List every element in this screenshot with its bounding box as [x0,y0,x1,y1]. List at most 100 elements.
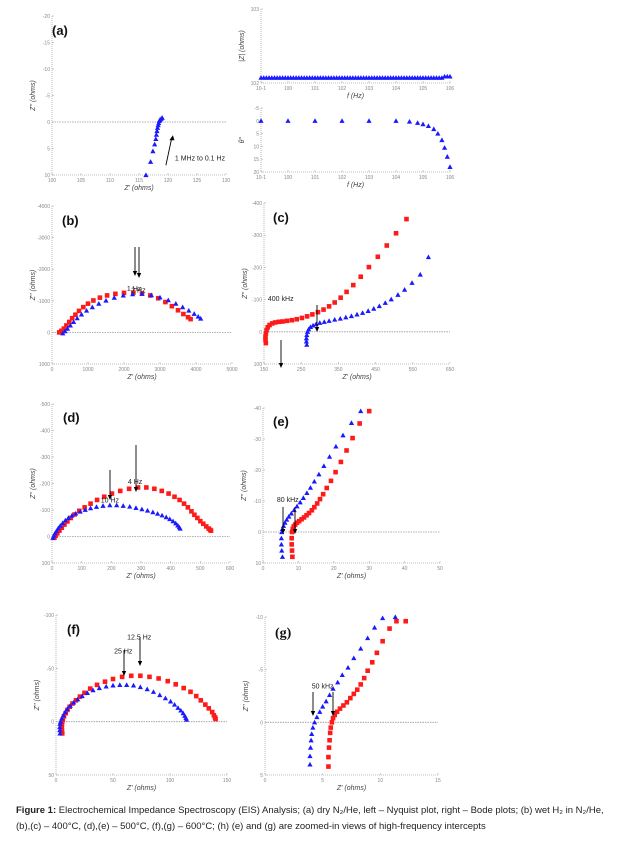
panel-label: (d) [63,410,80,425]
data-point [366,264,372,270]
x-tick-label: 300 [137,566,146,572]
y-tick-label: -2000 [37,267,50,273]
data-point [67,322,73,328]
data-point [69,512,75,518]
x-tick-label: 105 [419,175,428,181]
x-tick-label: 3000 [154,367,165,373]
y-tick-label: -10 [43,67,50,73]
y-tick-label: 10 [44,173,50,179]
data-point [193,693,199,699]
y-axis-label: Z'' (ohms) [242,268,249,300]
arrow-head-icon [132,271,138,276]
data-point [417,271,423,277]
data-point [344,289,349,295]
data-point [285,118,291,123]
x-tick-label: 100 [166,778,175,784]
data-point [107,502,113,508]
data-point [306,510,312,516]
y-tick-label: 0 [51,720,54,726]
data-point [93,504,100,509]
data-point [103,683,109,689]
x-tick-label: 102 [338,86,347,92]
data-point [57,719,64,724]
arrow-head-icon [330,711,336,716]
data-point [358,646,364,651]
data-point [172,494,177,500]
x-tick-label: 115 [135,178,143,184]
data-point [163,299,168,305]
data-point [395,292,401,297]
data-point [181,685,186,691]
data-point [57,730,63,736]
data-point [264,327,269,333]
data-point [90,687,96,693]
data-point [166,491,171,496]
data-point [150,148,156,154]
data-point [159,488,165,494]
data-point [320,491,326,497]
data-point [153,132,159,137]
arrow-head-icon [278,363,284,368]
data-point [121,290,127,296]
data-point [341,703,346,708]
data-point [203,702,208,707]
data-point [208,528,214,533]
arrow-head-icon [169,135,175,141]
x-tick-label: 10-1 [256,86,266,92]
data-point [284,517,290,522]
data-point [317,709,323,714]
data-point [321,319,327,324]
arrow-head-icon [314,327,320,332]
data-point [326,454,333,459]
data-point [276,319,282,325]
data-point [327,737,332,743]
annotation-label: 12.5 Hz [127,635,152,642]
data-point [167,516,173,522]
data-point [186,307,192,313]
data-point [87,686,93,691]
data-point [337,315,343,321]
x-tick-label: 50 [110,778,116,784]
x-axis-label: Z' (ohms) [123,185,153,192]
y-tick-label: 0 [256,119,259,125]
x-axis-label: Z' (ohms) [126,374,156,381]
data-point [392,614,398,620]
data-point [365,308,371,313]
data-point [307,761,313,767]
data-point [170,518,176,524]
data-point [100,503,106,508]
data-point [192,512,197,518]
data-point [59,715,65,721]
x-axis-label: Z' (ohms) [341,374,371,381]
data-point [402,287,408,292]
data-point [82,690,87,696]
chart-panel-c: 150 250 350 450 550 650 -400 -300 -200 -100 0 100 Z'… [242,201,454,381]
data-point [304,490,310,496]
data-point [77,694,83,699]
x-tick-label: 500 [196,566,205,572]
data-point [375,254,381,260]
y-tick-label: 20 [253,170,259,176]
y-tick-label: 0 [259,330,262,336]
data-point [188,316,193,322]
data-point [384,243,390,248]
series-blue [50,502,183,540]
data-point [139,506,145,512]
data-point [101,494,107,500]
data-point [62,328,68,334]
x-tick-label: 103 [365,175,374,181]
data-point [165,678,171,684]
data-point [130,682,137,688]
x-tick-label: 100 [77,566,86,572]
data-point [447,73,453,79]
data-point [64,706,70,711]
data-point [117,682,123,687]
panel-label: (b) [62,213,79,228]
data-point [320,703,326,709]
data-point [135,485,141,490]
x-tick-label: 100 [48,178,57,184]
x-tick-label: 5000 [226,367,237,373]
data-point [157,692,163,698]
data-point [171,702,178,707]
y-axis-label: Z'' (ohms) [34,680,41,712]
